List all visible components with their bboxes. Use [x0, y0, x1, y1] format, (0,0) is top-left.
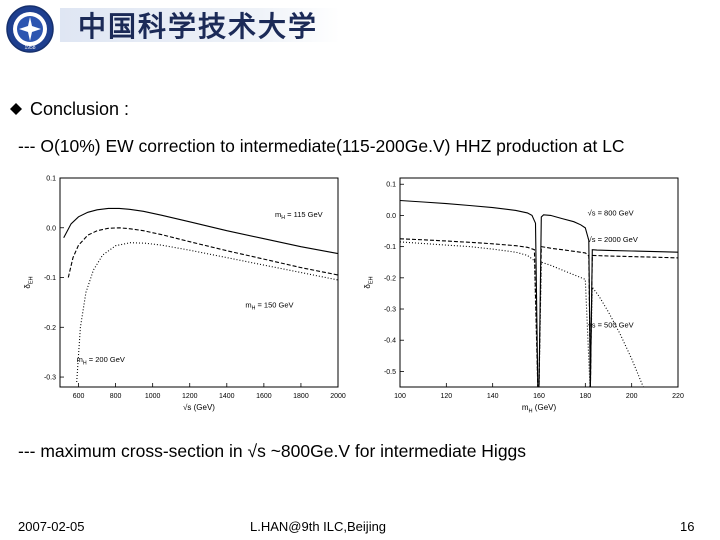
y-axis-label: δEH — [23, 276, 34, 288]
x-tick-label: 1800 — [293, 393, 309, 400]
footer-date: 2007-02-05 — [18, 519, 85, 534]
footer-event: L.HAN@9th ILC,Beijing — [250, 519, 387, 534]
x-tick-label: 600 — [73, 393, 85, 400]
y-tick-label: -0.1 — [44, 275, 56, 282]
y-tick-label: 0.0 — [386, 213, 396, 220]
y-axis-label: δEH — [363, 276, 374, 288]
bullet-heading: Conclusion : — [30, 99, 130, 119]
x-tick-label: 160 — [533, 393, 545, 400]
series-line-dashed — [67, 227, 339, 278]
x-tick-label: 2000 — [330, 393, 346, 400]
curve-annotation: mH = 115 GeV — [275, 210, 323, 221]
x-tick-label: 220 — [672, 393, 684, 400]
series-line-solid — [399, 199, 679, 388]
y-tick-label: 0.1 — [46, 176, 56, 183]
y-tick-label: -0.3 — [44, 375, 56, 382]
x-tick-label: 100 — [394, 393, 406, 400]
x-tick-label: 1000 — [145, 393, 161, 400]
curve-annotation: √s = 2000 GeV — [588, 235, 638, 244]
y-tick-label: -0.2 — [384, 275, 396, 282]
curve-annotation: √s = 800 GeV — [588, 208, 634, 217]
x-tick-label: 1600 — [256, 393, 272, 400]
logo-year: 1958 — [24, 45, 35, 51]
x-axis-label: mH (GeV) — [522, 403, 557, 414]
curve-annotation: mH = 200 GeV — [77, 355, 125, 366]
series-line-solid — [63, 207, 339, 255]
diamond-bullet-icon — [10, 103, 22, 115]
y-tick-label: -0.1 — [384, 244, 396, 251]
series-line-dotted — [76, 242, 339, 383]
y-tick-label: 0.1 — [386, 182, 396, 189]
title-band — [60, 8, 340, 42]
series-line-dashed — [399, 238, 679, 388]
university-logo: 1958 — [6, 5, 54, 53]
series-line-dotted — [399, 241, 644, 388]
x-tick-label: 180 — [579, 393, 591, 400]
slide-header: 1958 中国科学技术大学 — [0, 0, 720, 60]
x-tick-label: 1400 — [219, 393, 235, 400]
chart-sqrt-s-dependence: 600 800 1000 1200 1400 1600 1800 2000 0.1 0.0 -0.1… — [23, 176, 346, 413]
y-tick-label: -0.3 — [384, 307, 396, 314]
page-number: 16 — [680, 519, 695, 534]
plot-frame — [59, 177, 339, 388]
x-tick-label: 140 — [487, 393, 499, 400]
conclusion-line-2: --- maximum cross-section in √s ~800Ge.V… — [18, 441, 527, 461]
x-axis-label: √s (GeV) — [183, 403, 215, 412]
curve-annotation: √s = 500 GeV — [588, 321, 634, 330]
y-tick-label: -0.2 — [44, 325, 56, 332]
y-tick-label: 0.0 — [46, 225, 56, 232]
curve-annotation: mH = 150 GeV — [245, 300, 293, 311]
x-tick-label: 800 — [110, 393, 122, 400]
chart-higgs-mass-dependence: 100 120 140 160 180 200 220 0.1 0.0 -0.1 -0.2 -0.3 -… — [363, 177, 684, 414]
conclusion-line-1: --- O(10%) EW correction to intermediate… — [18, 136, 625, 156]
x-tick-label: 120 — [440, 393, 452, 400]
x-tick-label: 200 — [626, 393, 638, 400]
y-tick-label: -0.5 — [384, 369, 396, 376]
x-tick-label: 1200 — [182, 393, 198, 400]
university-name: 中国科学技术大学 — [78, 10, 319, 43]
y-tick-label: -0.4 — [384, 338, 396, 345]
